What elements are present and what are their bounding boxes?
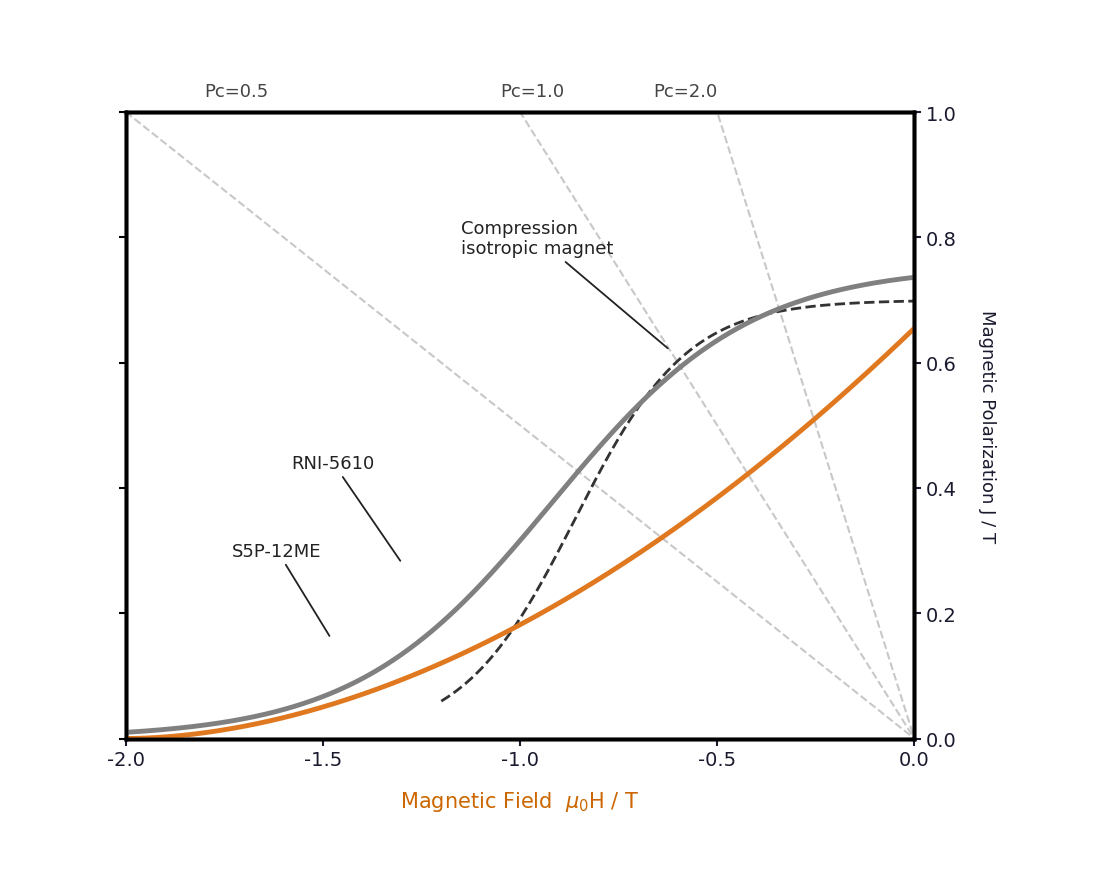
Y-axis label: Magnetic Polarization J / T: Magnetic Polarization J / T [978, 309, 995, 542]
Text: S5P-12ME: S5P-12ME [232, 542, 330, 636]
Text: Pc=2.0: Pc=2.0 [654, 83, 718, 101]
Text: Compression
isotropic magnet: Compression isotropic magnet [461, 219, 668, 349]
Text: RNI-5610: RNI-5610 [291, 454, 401, 561]
Text: Pc=0.5: Pc=0.5 [204, 83, 268, 101]
Text: Pc=1.0: Pc=1.0 [500, 83, 564, 101]
X-axis label: Magnetic Field  $\mu_0$H / T: Magnetic Field $\mu_0$H / T [401, 789, 639, 813]
